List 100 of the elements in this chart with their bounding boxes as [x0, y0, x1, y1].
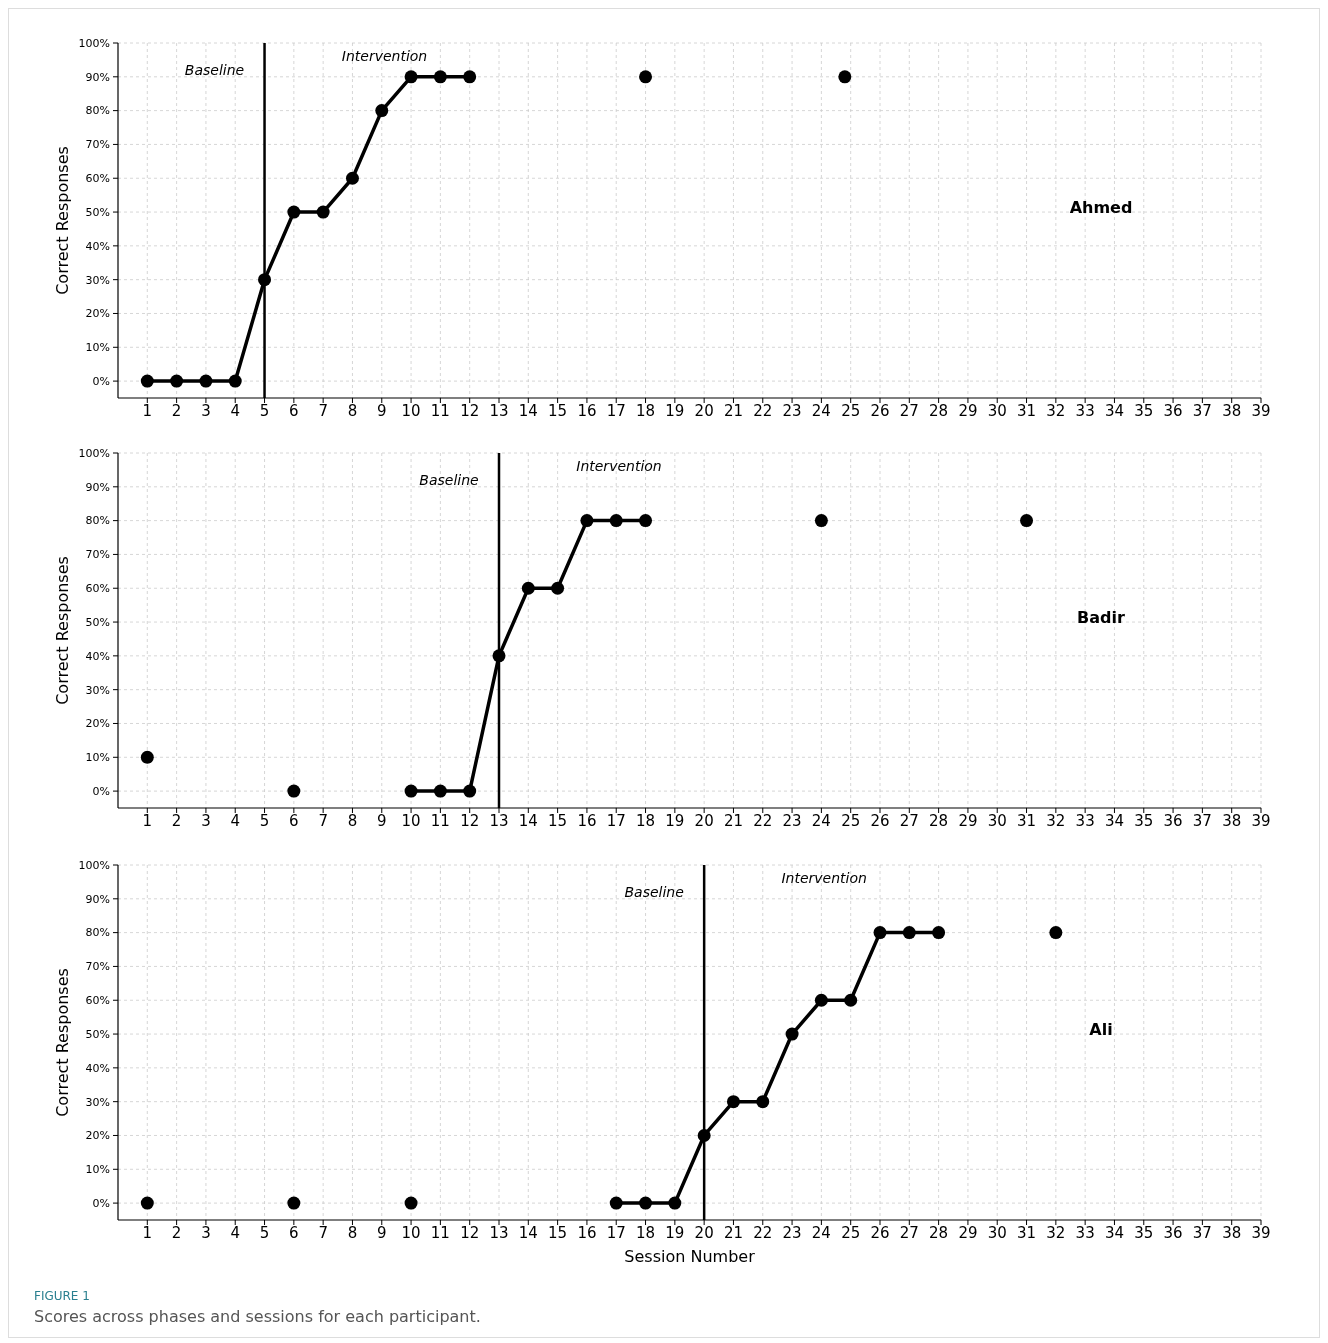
x-tick-label: 27	[899, 402, 919, 420]
x-tick-label: 4	[230, 402, 240, 420]
x-tick-label: 7	[318, 1224, 328, 1242]
x-tick-label: 23	[782, 812, 802, 830]
x-tick-label: 4	[230, 1224, 240, 1242]
annotation: Baseline	[419, 472, 479, 488]
x-tick-label: 34	[1104, 1224, 1125, 1242]
point	[844, 993, 858, 1007]
point	[932, 926, 946, 940]
x-tick-label: 39	[1251, 812, 1271, 830]
point	[404, 70, 418, 84]
y-tick-label: 90%	[85, 892, 110, 906]
y-tick-label: 60%	[85, 582, 110, 596]
caption: FIGURE 1	[34, 1289, 90, 1303]
x-tick-label: 21	[723, 812, 744, 830]
x-tick-label: 13	[489, 1224, 509, 1242]
x-tick-label: 19	[665, 1224, 685, 1242]
y-tick-label: 80%	[85, 104, 110, 118]
y-tick-label: 20%	[85, 717, 110, 731]
point	[814, 514, 828, 528]
x-tick-label: 14	[518, 812, 538, 830]
x-tick-label: 17	[606, 812, 626, 830]
y-tick-label: 50%	[85, 205, 110, 219]
x-tick-label: 31	[1016, 812, 1037, 830]
y-tick-label: 10%	[85, 341, 110, 355]
x-tick-label: 12	[460, 812, 480, 830]
x-tick-label: 28	[929, 1224, 949, 1242]
y-axis-title: Correct Responses	[53, 146, 72, 295]
point	[1020, 514, 1034, 528]
x-tick-label: 30	[987, 402, 1007, 420]
y-tick-label: 0%	[92, 1196, 110, 1210]
x-tick-label: 17	[606, 402, 626, 420]
y-tick-label: 90%	[85, 70, 110, 84]
point	[873, 926, 887, 940]
x-tick-label: 7	[318, 402, 328, 420]
y-tick-label: 80%	[85, 514, 110, 528]
x-tick-label: 11	[430, 1224, 450, 1242]
y-tick-label: 20%	[85, 307, 110, 321]
x-tick-label: 20	[694, 812, 714, 830]
y-tick-label: 40%	[85, 239, 110, 253]
x-tick-label: 32	[1046, 1224, 1066, 1242]
x-tick-label: 10	[401, 812, 421, 830]
x-tick-label: 20	[694, 402, 714, 420]
point	[697, 1128, 711, 1142]
x-tick-label: 37	[1192, 1224, 1212, 1242]
point	[345, 171, 359, 185]
x-tick-label: 28	[929, 402, 949, 420]
point	[287, 205, 301, 219]
y-tick-label: 30%	[85, 273, 110, 287]
y-tick-label: 70%	[85, 960, 110, 974]
y-tick-label: 70%	[85, 548, 110, 562]
x-tick-label: 2	[171, 402, 182, 420]
x-tick-label: 13	[489, 402, 509, 420]
point	[140, 1196, 154, 1210]
annotation: Badir	[1077, 608, 1126, 627]
point	[140, 750, 154, 764]
point	[170, 374, 184, 388]
y-tick-label: 30%	[85, 683, 110, 697]
x-tick-label: 26	[870, 812, 890, 830]
x-tick-label: 14	[518, 402, 538, 420]
x-tick-label: 24	[811, 402, 831, 420]
y-tick-label: 10%	[85, 1163, 110, 1177]
point	[521, 581, 535, 595]
point	[287, 1196, 301, 1210]
x-tick-label: 35	[1134, 1224, 1154, 1242]
x-tick-label: 16	[577, 812, 597, 830]
x-tick-label: 15	[548, 812, 568, 830]
x-tick-label: 38	[1222, 1224, 1242, 1242]
x-tick-label: 18	[635, 402, 656, 420]
x-tick-label: 24	[811, 1224, 831, 1242]
y-axis-title: Correct Responses	[53, 556, 72, 705]
point	[492, 649, 506, 663]
y-tick-label: 50%	[85, 1027, 110, 1041]
x-tick-label: 8	[347, 1224, 358, 1242]
x-tick-label: 30	[987, 812, 1007, 830]
point	[404, 1196, 418, 1210]
x-tick-label: 29	[958, 1224, 978, 1242]
x-tick-label: 15	[548, 1224, 568, 1242]
point	[814, 993, 828, 1007]
y-tick-label: 40%	[85, 1061, 110, 1075]
x-tick-label: 5	[259, 812, 270, 830]
x-tick-label: 25	[841, 812, 861, 830]
y-tick-label: 40%	[85, 649, 110, 663]
x-tick-label: 38	[1222, 812, 1242, 830]
x-tick-label: 27	[899, 812, 919, 830]
x-tick-label: 39	[1251, 402, 1271, 420]
point	[639, 1196, 653, 1210]
x-tick-label: 5	[259, 1224, 270, 1242]
y-tick-label: 60%	[85, 994, 110, 1008]
point	[639, 514, 653, 528]
x-tick-label: 19	[665, 812, 685, 830]
x-tick-label: 9	[377, 812, 387, 830]
x-tick-label: 15	[548, 402, 568, 420]
y-tick-label: 70%	[85, 138, 110, 152]
point	[609, 1196, 623, 1210]
point	[433, 784, 447, 798]
x-tick-label: 17	[606, 1224, 626, 1242]
y-tick-label: 0%	[92, 784, 110, 798]
x-tick-label: 37	[1192, 812, 1212, 830]
x-tick-label: 29	[958, 402, 978, 420]
